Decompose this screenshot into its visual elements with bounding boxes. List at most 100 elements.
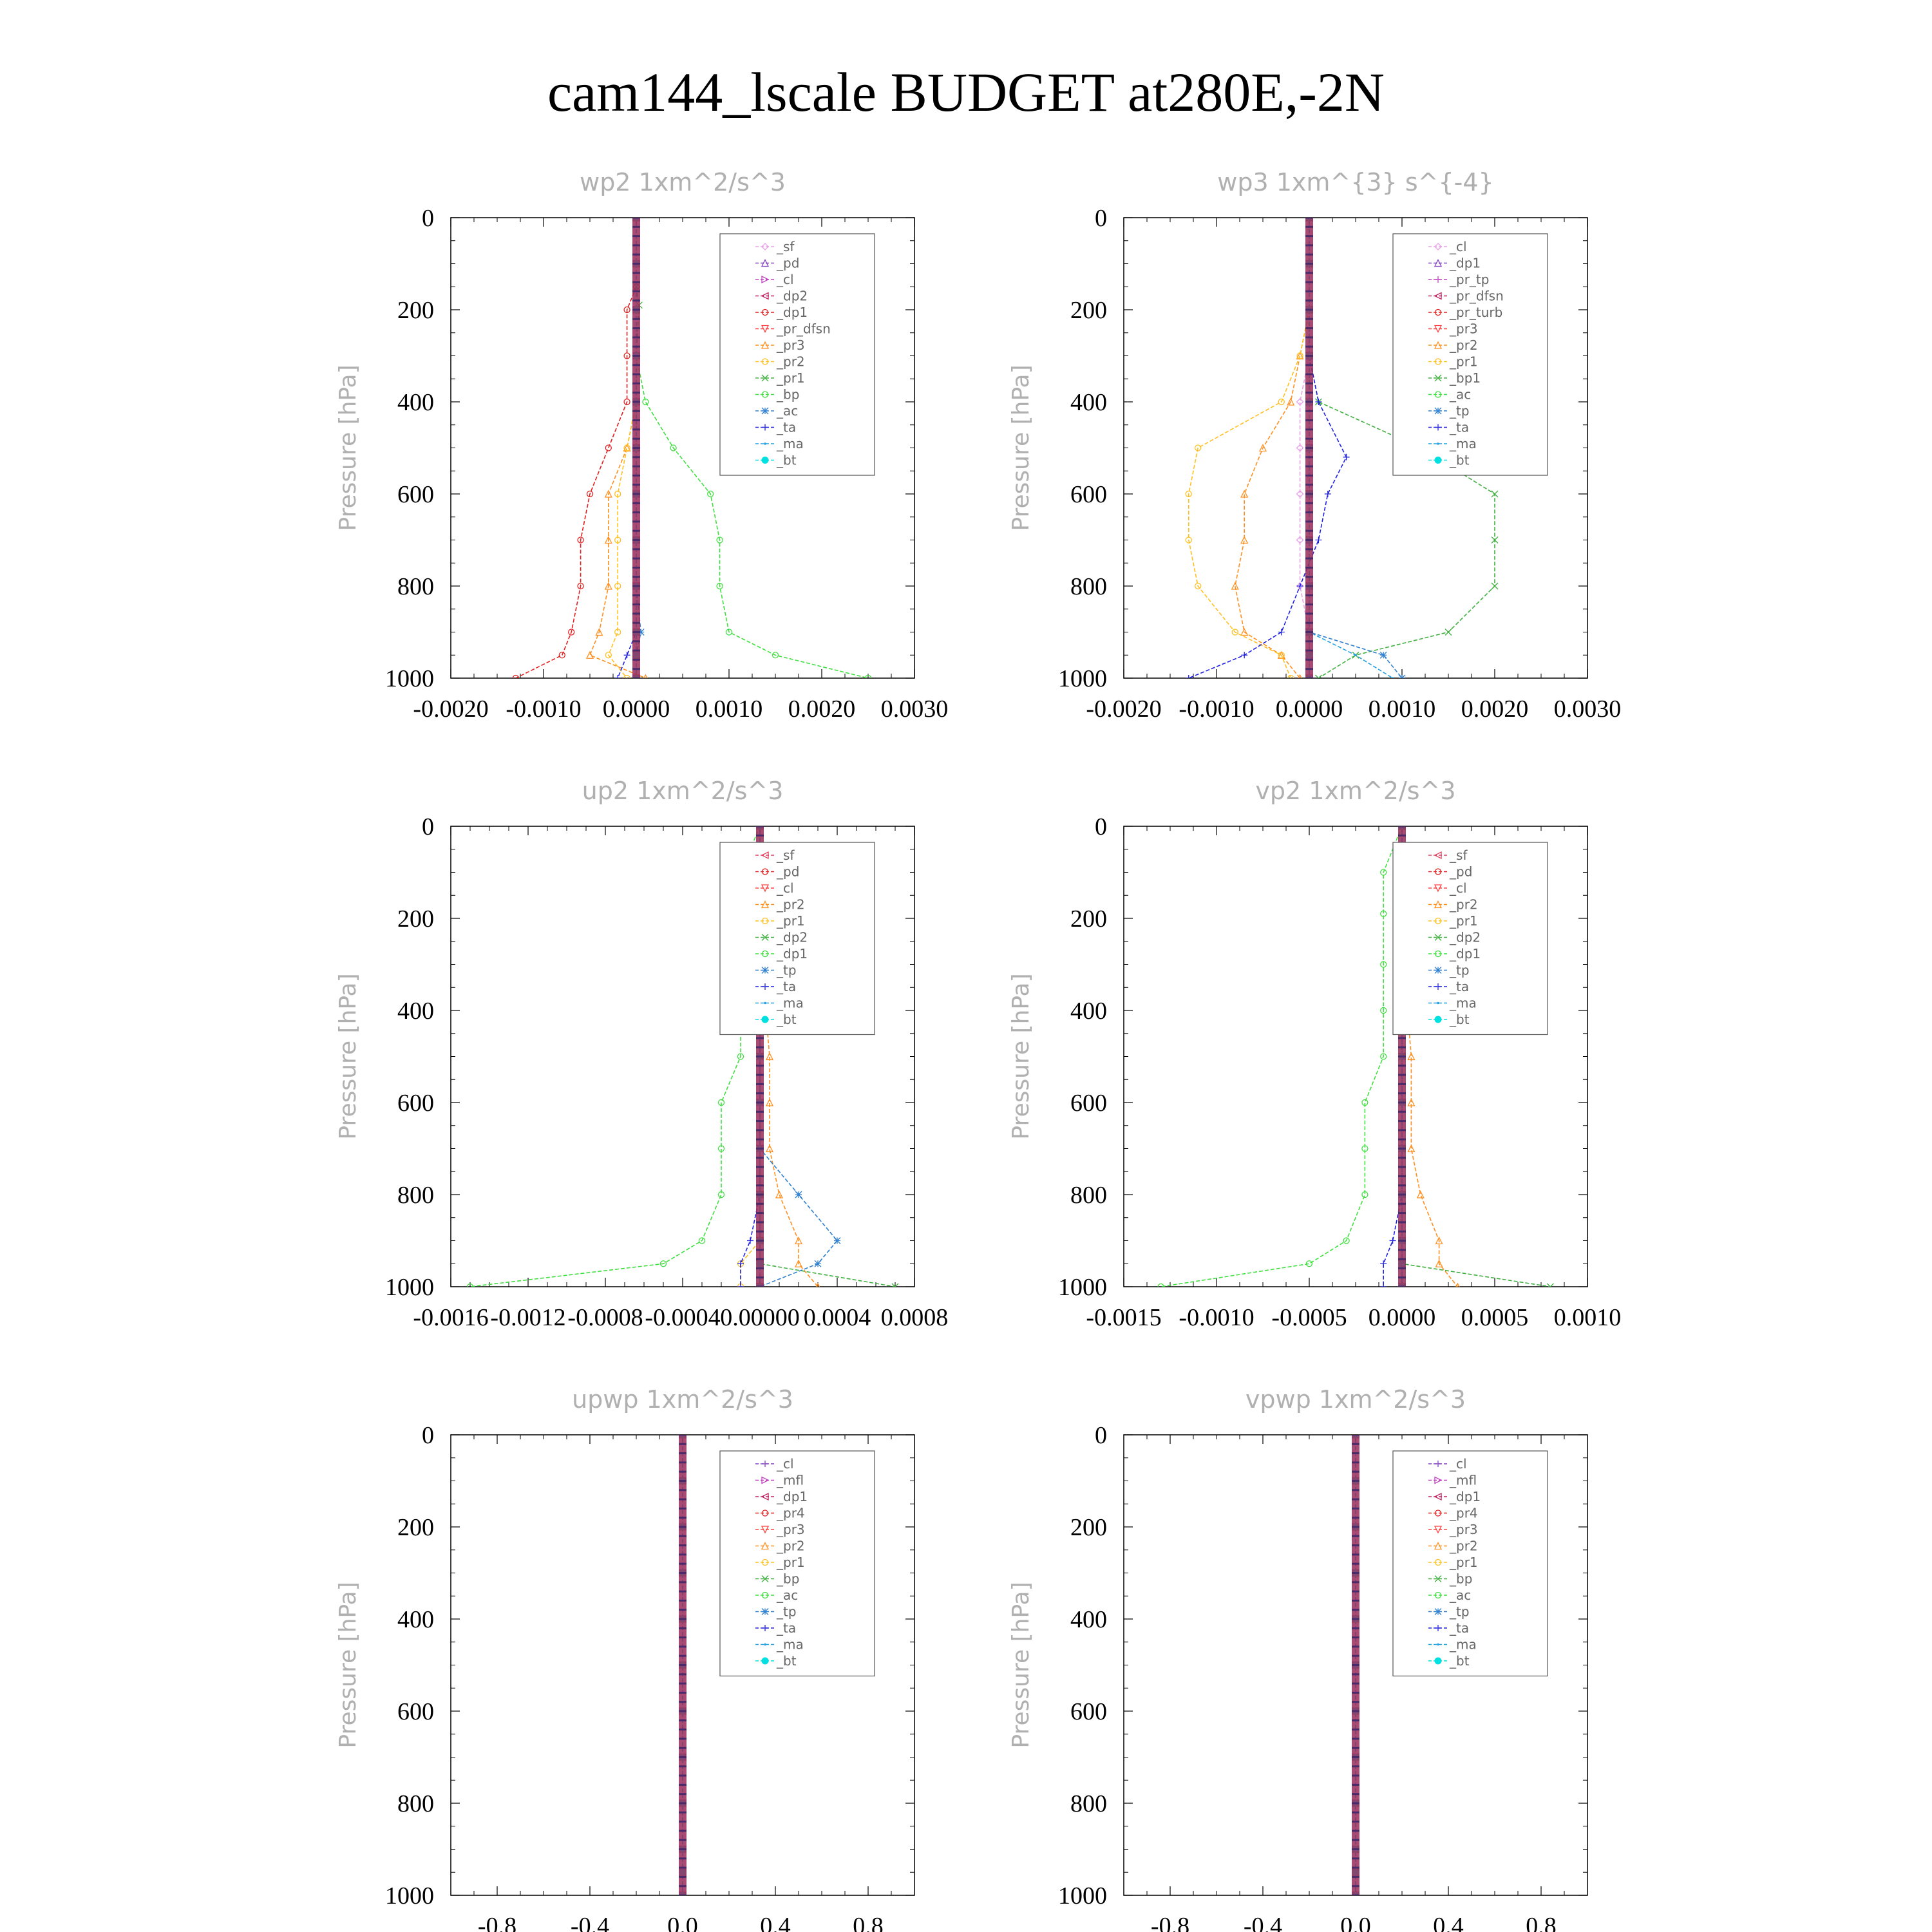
legend-label: _dp2 [1449, 930, 1481, 945]
x-tick-label: 0.0030 [881, 696, 949, 723]
legend-swatch-marker [761, 243, 769, 251]
legend-item: _ma [755, 1637, 804, 1653]
legend-label: _dp1 [776, 1489, 808, 1504]
legend-swatch-marker [1434, 292, 1442, 300]
legend: _cl_mfl_dp1_pr4_pr3_pr2_pr1_bp_ac_tp_ta_… [1392, 1450, 1548, 1677]
legend-label: _ta [776, 1620, 796, 1636]
y-tick-label: 0 [422, 205, 434, 232]
y-tick-label: 600 [1070, 481, 1107, 508]
legend-swatch-marker [761, 1575, 769, 1582]
legend-item: _tp [1428, 1604, 1470, 1620]
legend-swatch-marker [1437, 442, 1439, 445]
data-point [1361, 1145, 1368, 1152]
data-point [1278, 652, 1285, 659]
y-tick-label: 200 [397, 297, 434, 324]
data-point [637, 629, 645, 636]
data-point [623, 398, 630, 406]
legend-label: _ma [1449, 996, 1477, 1011]
x-tick-label: -0.0008 [567, 1304, 643, 1331]
data-point [1315, 399, 1322, 405]
y-tick-label: 400 [397, 389, 434, 416]
x-tick-label: 0.0010 [696, 696, 763, 723]
legend-label: _pr2 [776, 354, 805, 370]
data-point [1258, 444, 1267, 452]
legend-label: _bt [1449, 1653, 1470, 1669]
legend-label: _ac [776, 403, 798, 419]
data-point [1296, 444, 1304, 452]
data-point [1315, 536, 1322, 544]
legend-swatch-marker [1437, 1001, 1439, 1005]
legend-label: _pd [776, 256, 799, 271]
x-tick-label: 0.0010 [1368, 696, 1436, 723]
series-dp1 [512, 218, 640, 678]
legend-swatch-marker [1434, 884, 1443, 893]
legend-box [1392, 1450, 1548, 1677]
legend-item: _pr3 [755, 337, 805, 353]
data-point [595, 628, 603, 636]
series-line [607, 218, 637, 678]
x-tick-label: 0.0000 [603, 696, 670, 723]
legend-item: _pr2 [1428, 897, 1478, 913]
legend-item: _pr1 [755, 913, 805, 929]
legend-item: _ac [1428, 1587, 1471, 1603]
legend-box [1392, 233, 1548, 476]
data-point [707, 490, 714, 498]
legend-label: _pd [776, 864, 799, 880]
x-tick-label: -0.0015 [1086, 1304, 1161, 1331]
legend-swatch-marker [761, 1016, 769, 1023]
legend-item: _bt [1428, 1012, 1470, 1027]
data-point [1231, 582, 1239, 590]
chart-title: vpwp 1xm^2/s^3 [1245, 1385, 1466, 1414]
legend-item: _cl [755, 880, 794, 896]
legend-swatch-marker [761, 1492, 769, 1501]
legend-item: _bp [1428, 1571, 1472, 1587]
data-point [605, 652, 612, 659]
legend-label: _mfl [776, 1473, 804, 1488]
legend-label: _pd [1449, 864, 1472, 880]
legend-label: _dp1 [1449, 946, 1481, 961]
data-point [577, 536, 584, 544]
legend-label: _pr1 [1449, 354, 1478, 370]
legend-swatch-marker [1434, 325, 1443, 333]
legend-swatch-marker [764, 1643, 766, 1646]
legend-swatch-marker [1435, 983, 1441, 990]
legend-label: _bt [776, 1012, 797, 1027]
legend-item: _ma [1428, 436, 1477, 451]
data-point [1361, 1191, 1368, 1198]
data-point [604, 582, 612, 590]
legend-swatch-marker [1434, 1558, 1442, 1566]
series-line [1309, 218, 1403, 678]
legend-swatch-marker [1434, 457, 1442, 464]
legend-label: _ma [1449, 1637, 1477, 1653]
legend-swatch-marker [1434, 917, 1442, 925]
data-point [814, 1260, 822, 1267]
x-tick-label: -0.0020 [1086, 696, 1161, 723]
x-tick-label: -0.8 [478, 1913, 516, 1932]
legend-label: _bp1 [1449, 370, 1481, 386]
x-tick-label: 0.0004 [804, 1304, 871, 1331]
series-dp1 [1157, 826, 1406, 1287]
legend-item: _mfl [1428, 1473, 1477, 1488]
data-point [1296, 490, 1304, 498]
legend-label: _ta [776, 420, 796, 435]
legend-swatch-marker [761, 391, 769, 398]
data-point [1296, 583, 1303, 589]
legend-swatch-marker [1435, 424, 1441, 431]
legend-item: _pd [755, 864, 799, 880]
y-tick-label: 200 [1070, 297, 1107, 324]
data-point [1389, 1237, 1396, 1244]
legend-swatch-marker [761, 1608, 769, 1615]
y-tick-label: 800 [397, 1182, 434, 1209]
legend-item: _pr_dfsn [755, 321, 831, 337]
data-point [1296, 398, 1304, 406]
data-point [765, 1098, 774, 1106]
x-tick-label: 0.0030 [1554, 696, 1622, 723]
legend-item: _bp1 [1428, 370, 1481, 386]
legend-swatch-marker [761, 1510, 769, 1517]
legend-item: _pr3 [755, 1522, 805, 1537]
legend-label: _pr2 [1449, 1539, 1478, 1554]
legend-item: _ta [1428, 979, 1469, 994]
legend-item: _dp1 [1428, 1489, 1481, 1504]
y-tick-label: 800 [1070, 1182, 1107, 1209]
